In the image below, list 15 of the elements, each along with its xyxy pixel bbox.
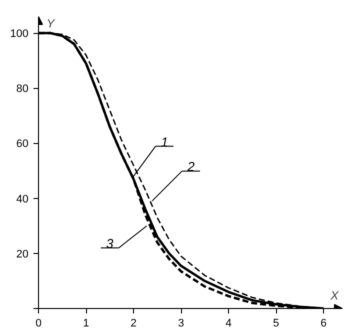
y-tick-label: 20 (16, 248, 29, 260)
x-axis-title: X (329, 288, 340, 302)
y-tick-label: 40 (16, 193, 29, 206)
x-tick-label: 3 (178, 318, 184, 330)
y-tick-label: 60 (16, 138, 29, 150)
x-tick-label: 6 (320, 318, 327, 330)
x-tick-label: 4 (225, 318, 232, 330)
x-tick-label: 5 (272, 318, 280, 330)
annotation: 2 (186, 159, 196, 174)
y-axis-title: Y (46, 16, 56, 30)
x-tick-label: 2 (130, 318, 137, 330)
x-tick-label: 0 (35, 318, 42, 330)
x-tick-label: 1 (82, 318, 90, 330)
y-tick-label: 100 (10, 28, 29, 40)
y-tick-label: 80 (16, 83, 29, 96)
